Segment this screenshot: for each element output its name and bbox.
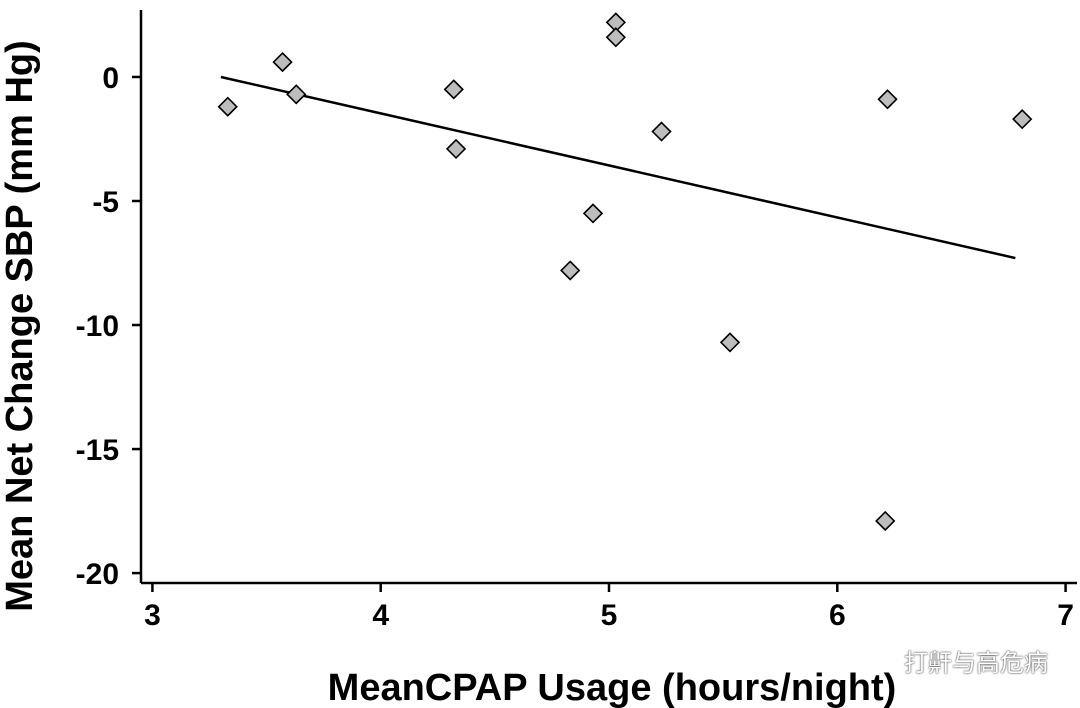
x-tick-label: 7 [1057,599,1074,632]
x-tick-label: 5 [601,599,618,632]
trendline-group [220,75,1016,260]
data-point [286,84,307,105]
y-tick-label: -15 [76,434,119,467]
data-point [582,203,604,224]
x-axis-title: MeanCPAP Usage (hours/night) [328,667,897,708]
axes [139,10,1077,585]
data-point [875,510,896,532]
y-tick-label: -5 [92,186,119,219]
y-axis-title: Mean Net Change SBP (mm Hg) [0,40,41,611]
x-tick-label: 3 [144,599,161,632]
trendline [220,75,1016,260]
y-tick-label: 0 [102,62,119,95]
x-tick-label: 4 [372,599,389,632]
data-point [217,96,238,117]
data-point [719,332,741,353]
y-tick-label: -10 [76,310,119,343]
data-point [605,27,626,48]
data-point [1012,109,1033,130]
axis-ticks: 3 4 5 6 7 0 -5 -10 -15 -20 [76,62,1074,632]
data-point [651,121,672,142]
data-point [272,51,293,73]
data-point [560,260,581,281]
watermark-text: 打鼾与高危病 [904,649,1048,677]
x-tick-label: 6 [829,599,846,632]
data-point [443,79,464,100]
data-point [877,89,898,110]
data-point [445,138,467,160]
watermark: 打鼾与高危病 [864,643,1048,678]
y-tick-label: -20 [76,558,119,591]
wechat-icon [864,648,895,672]
data-points [217,12,1033,532]
